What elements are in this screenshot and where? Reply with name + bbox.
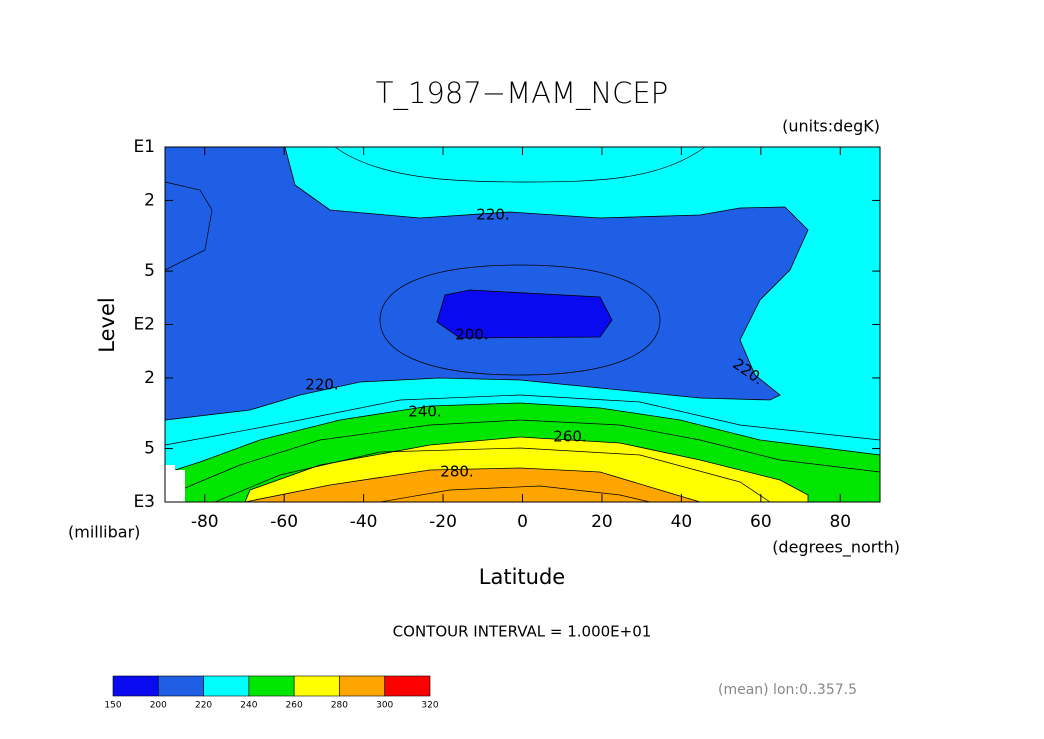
colorbar-swatch bbox=[293, 675, 340, 697]
contour-line bbox=[164, 181, 213, 271]
contour-label: 220. bbox=[476, 206, 509, 224]
note: (mean) lon:0..357.5 bbox=[718, 682, 857, 698]
colorbar-label: 150 bbox=[104, 701, 121, 711]
colorbar-label: 300 bbox=[376, 701, 393, 711]
x-units: (degrees_north) bbox=[772, 538, 900, 558]
x-axis-label: Latitude bbox=[479, 565, 565, 589]
units-label: (units:degK) bbox=[782, 117, 880, 136]
contour-line bbox=[379, 264, 661, 376]
y-tick-label: E3 bbox=[133, 492, 155, 512]
contour-fill bbox=[244, 467, 701, 503]
colorbar-label: 220 bbox=[195, 701, 212, 711]
contour-line bbox=[164, 394, 881, 446]
y-units: (millibar) bbox=[68, 523, 140, 542]
colorbar-label: 320 bbox=[421, 701, 438, 711]
contour-label: 240. bbox=[408, 403, 441, 421]
y-tick-label: E2 bbox=[133, 315, 155, 335]
colorbar-swatch bbox=[384, 675, 431, 697]
colorbar-swatch bbox=[203, 675, 250, 697]
y-tick-label: 5 bbox=[144, 439, 155, 459]
contour-label: 200. bbox=[455, 326, 488, 344]
chart-title: T_1987−MAM_NCEP bbox=[376, 76, 668, 111]
contour-line bbox=[214, 447, 771, 503]
y-tick-label: 5 bbox=[144, 261, 155, 281]
x-tick-label: 80 bbox=[829, 512, 851, 532]
colorbar-swatch bbox=[157, 675, 204, 697]
colorbar-label: 240 bbox=[240, 701, 257, 711]
colorbar-label: 280 bbox=[331, 701, 348, 711]
colorbar-label: 200 bbox=[150, 701, 167, 711]
x-tick-label: 40 bbox=[671, 512, 693, 532]
x-tick-label: 60 bbox=[750, 512, 772, 532]
y-tick-label: 2 bbox=[144, 190, 155, 210]
contour-label: 220. bbox=[305, 376, 338, 394]
contour-interval: CONTOUR INTERVAL = 1.000E+01 bbox=[393, 623, 652, 641]
x-tick-label: -40 bbox=[350, 512, 378, 532]
x-tick-label: 0 bbox=[517, 512, 528, 532]
contour-fill bbox=[436, 289, 613, 339]
x-tick-label: -80 bbox=[191, 512, 219, 532]
x-tick-label: 20 bbox=[591, 512, 613, 532]
colorbar-swatch bbox=[339, 675, 386, 697]
contour-line bbox=[334, 146, 706, 183]
y-axis-label: Level bbox=[95, 297, 119, 352]
colorbar-label: 260 bbox=[286, 701, 303, 711]
missing-area bbox=[165, 465, 185, 502]
y-tick-label: 2 bbox=[144, 368, 155, 388]
colorbar-swatch bbox=[112, 675, 159, 697]
x-tick-label: -60 bbox=[270, 512, 298, 532]
contour-label: 260. bbox=[553, 428, 586, 446]
contour-label: 280. bbox=[440, 463, 473, 481]
contour-fill bbox=[164, 146, 809, 421]
y-tick-label: E1 bbox=[133, 137, 155, 157]
contour-line bbox=[379, 485, 651, 503]
contour-line bbox=[184, 419, 881, 489]
x-tick-label: -20 bbox=[429, 512, 457, 532]
colorbar-swatch bbox=[248, 675, 295, 697]
